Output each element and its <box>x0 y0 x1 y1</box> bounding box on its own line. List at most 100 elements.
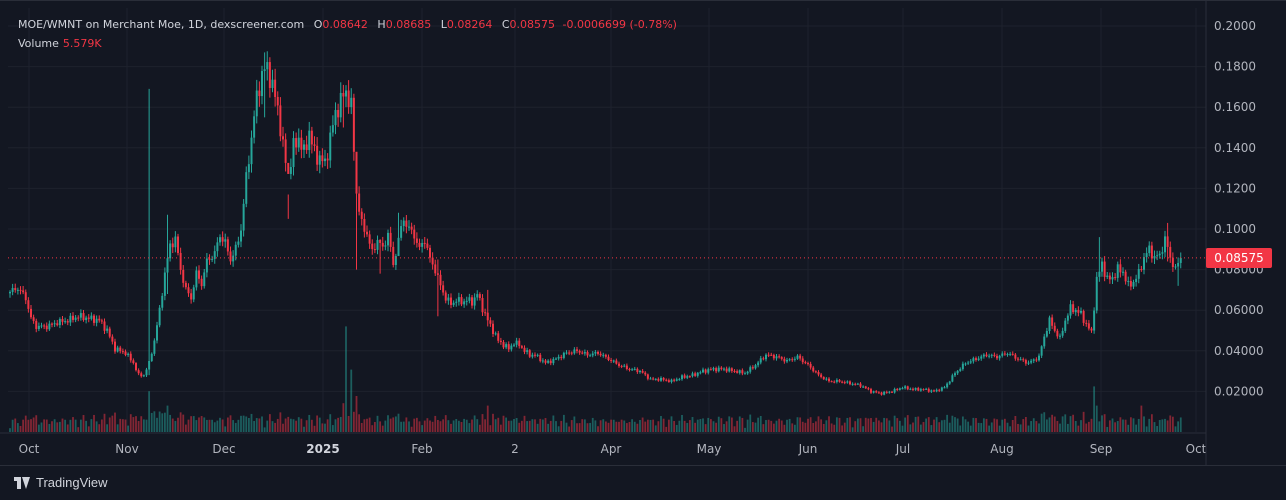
candle-body <box>184 282 187 288</box>
volume-bar <box>610 419 613 432</box>
volume-bar <box>851 427 854 432</box>
candle-body <box>786 359 788 362</box>
volume-bar <box>940 420 943 432</box>
volume-bar <box>195 420 198 432</box>
candle-body <box>896 389 899 391</box>
volume-bar <box>371 425 374 432</box>
volume-bar <box>828 416 830 432</box>
candle-body <box>282 136 284 140</box>
candle-body <box>780 357 783 359</box>
candle-body <box>413 229 416 239</box>
volume-bar <box>1135 424 1138 432</box>
volume-bar <box>174 420 177 432</box>
volume-bar <box>179 412 182 432</box>
volume-bar <box>478 424 481 432</box>
volume-bar <box>589 422 592 432</box>
volume-bar <box>898 420 901 432</box>
candle-body <box>830 381 833 383</box>
volume-bar <box>594 420 597 432</box>
candle-body <box>16 289 19 291</box>
candle-body <box>536 354 539 356</box>
volume-bar <box>959 425 962 432</box>
candle-body <box>846 381 849 383</box>
volume-bar <box>636 423 639 432</box>
candle-body <box>1129 280 1132 287</box>
candle-body <box>116 347 119 352</box>
candle-body <box>242 203 245 231</box>
candle-body <box>95 318 98 323</box>
candle-body <box>216 242 219 252</box>
volume-bar <box>631 419 634 432</box>
candle-body <box>817 372 820 375</box>
volume-bar <box>232 420 235 432</box>
volume-bar <box>964 419 967 432</box>
volume-bar <box>397 413 400 432</box>
candle-body <box>828 378 830 382</box>
candle-body <box>245 172 248 204</box>
tradingview-brand[interactable]: TradingView <box>14 475 108 490</box>
candle-body <box>221 237 224 242</box>
volume-bar <box>699 419 702 432</box>
volume-bar <box>604 421 607 432</box>
volume-bar <box>896 418 899 432</box>
volume-bar <box>1030 421 1033 432</box>
volume-bar <box>79 419 82 432</box>
volume-bar <box>536 423 539 432</box>
volume-bar <box>263 427 266 432</box>
volume-bar <box>258 418 261 432</box>
candle-body <box>337 109 340 118</box>
volume-bar <box>922 422 925 432</box>
candle-body <box>1024 360 1027 364</box>
candle-body <box>562 352 565 358</box>
volume-bar <box>282 423 284 432</box>
volume-bar <box>82 415 85 432</box>
candle-body <box>652 378 655 380</box>
candle-body <box>505 344 508 348</box>
candle-body <box>9 291 11 294</box>
volume-bar <box>720 418 723 432</box>
volume-bar <box>990 422 993 432</box>
volume-bar <box>350 369 353 432</box>
volume-bar <box>111 415 114 432</box>
candle-body <box>284 139 287 163</box>
candle-body <box>681 375 683 380</box>
candle-body <box>274 79 277 97</box>
candle-body <box>793 358 796 360</box>
candle-body <box>492 323 494 334</box>
candle-body <box>56 323 59 326</box>
volume-value: 5.579K <box>62 37 102 50</box>
volume-bar <box>786 419 788 432</box>
volume-bar <box>807 418 809 432</box>
candle-body <box>531 354 534 357</box>
candle-body <box>402 220 405 227</box>
candle-body <box>610 360 613 362</box>
volume-bar <box>1059 423 1061 432</box>
volume-bar <box>1061 416 1064 432</box>
volume-bar <box>891 426 893 432</box>
candle-body <box>350 97 353 108</box>
candle-body <box>423 242 426 244</box>
ohlc-legend: MOE/WMNT on Merchant Moe, 1D, dexscreene… <box>18 18 677 31</box>
candle-body <box>473 297 476 306</box>
candle-body <box>570 352 573 354</box>
volume-bar <box>673 421 676 432</box>
candle-body <box>599 353 602 356</box>
volume-bar <box>271 421 274 432</box>
volume-bar <box>557 426 560 432</box>
candle-body <box>1169 246 1172 258</box>
volume-bar <box>654 425 657 432</box>
candle-body <box>807 363 809 365</box>
volume-bar <box>43 419 46 432</box>
volume-bar <box>967 421 970 432</box>
candle-body <box>717 367 720 372</box>
volume-bar <box>1090 418 1093 432</box>
x-tick-label: Oct <box>19 442 40 456</box>
volume-bar <box>268 414 271 432</box>
volume-bar <box>686 422 689 432</box>
candle-body <box>64 321 67 323</box>
volume-bar <box>754 422 757 432</box>
volume-bar <box>862 426 865 432</box>
volume-bar <box>103 413 106 432</box>
candle-body <box>625 365 628 369</box>
